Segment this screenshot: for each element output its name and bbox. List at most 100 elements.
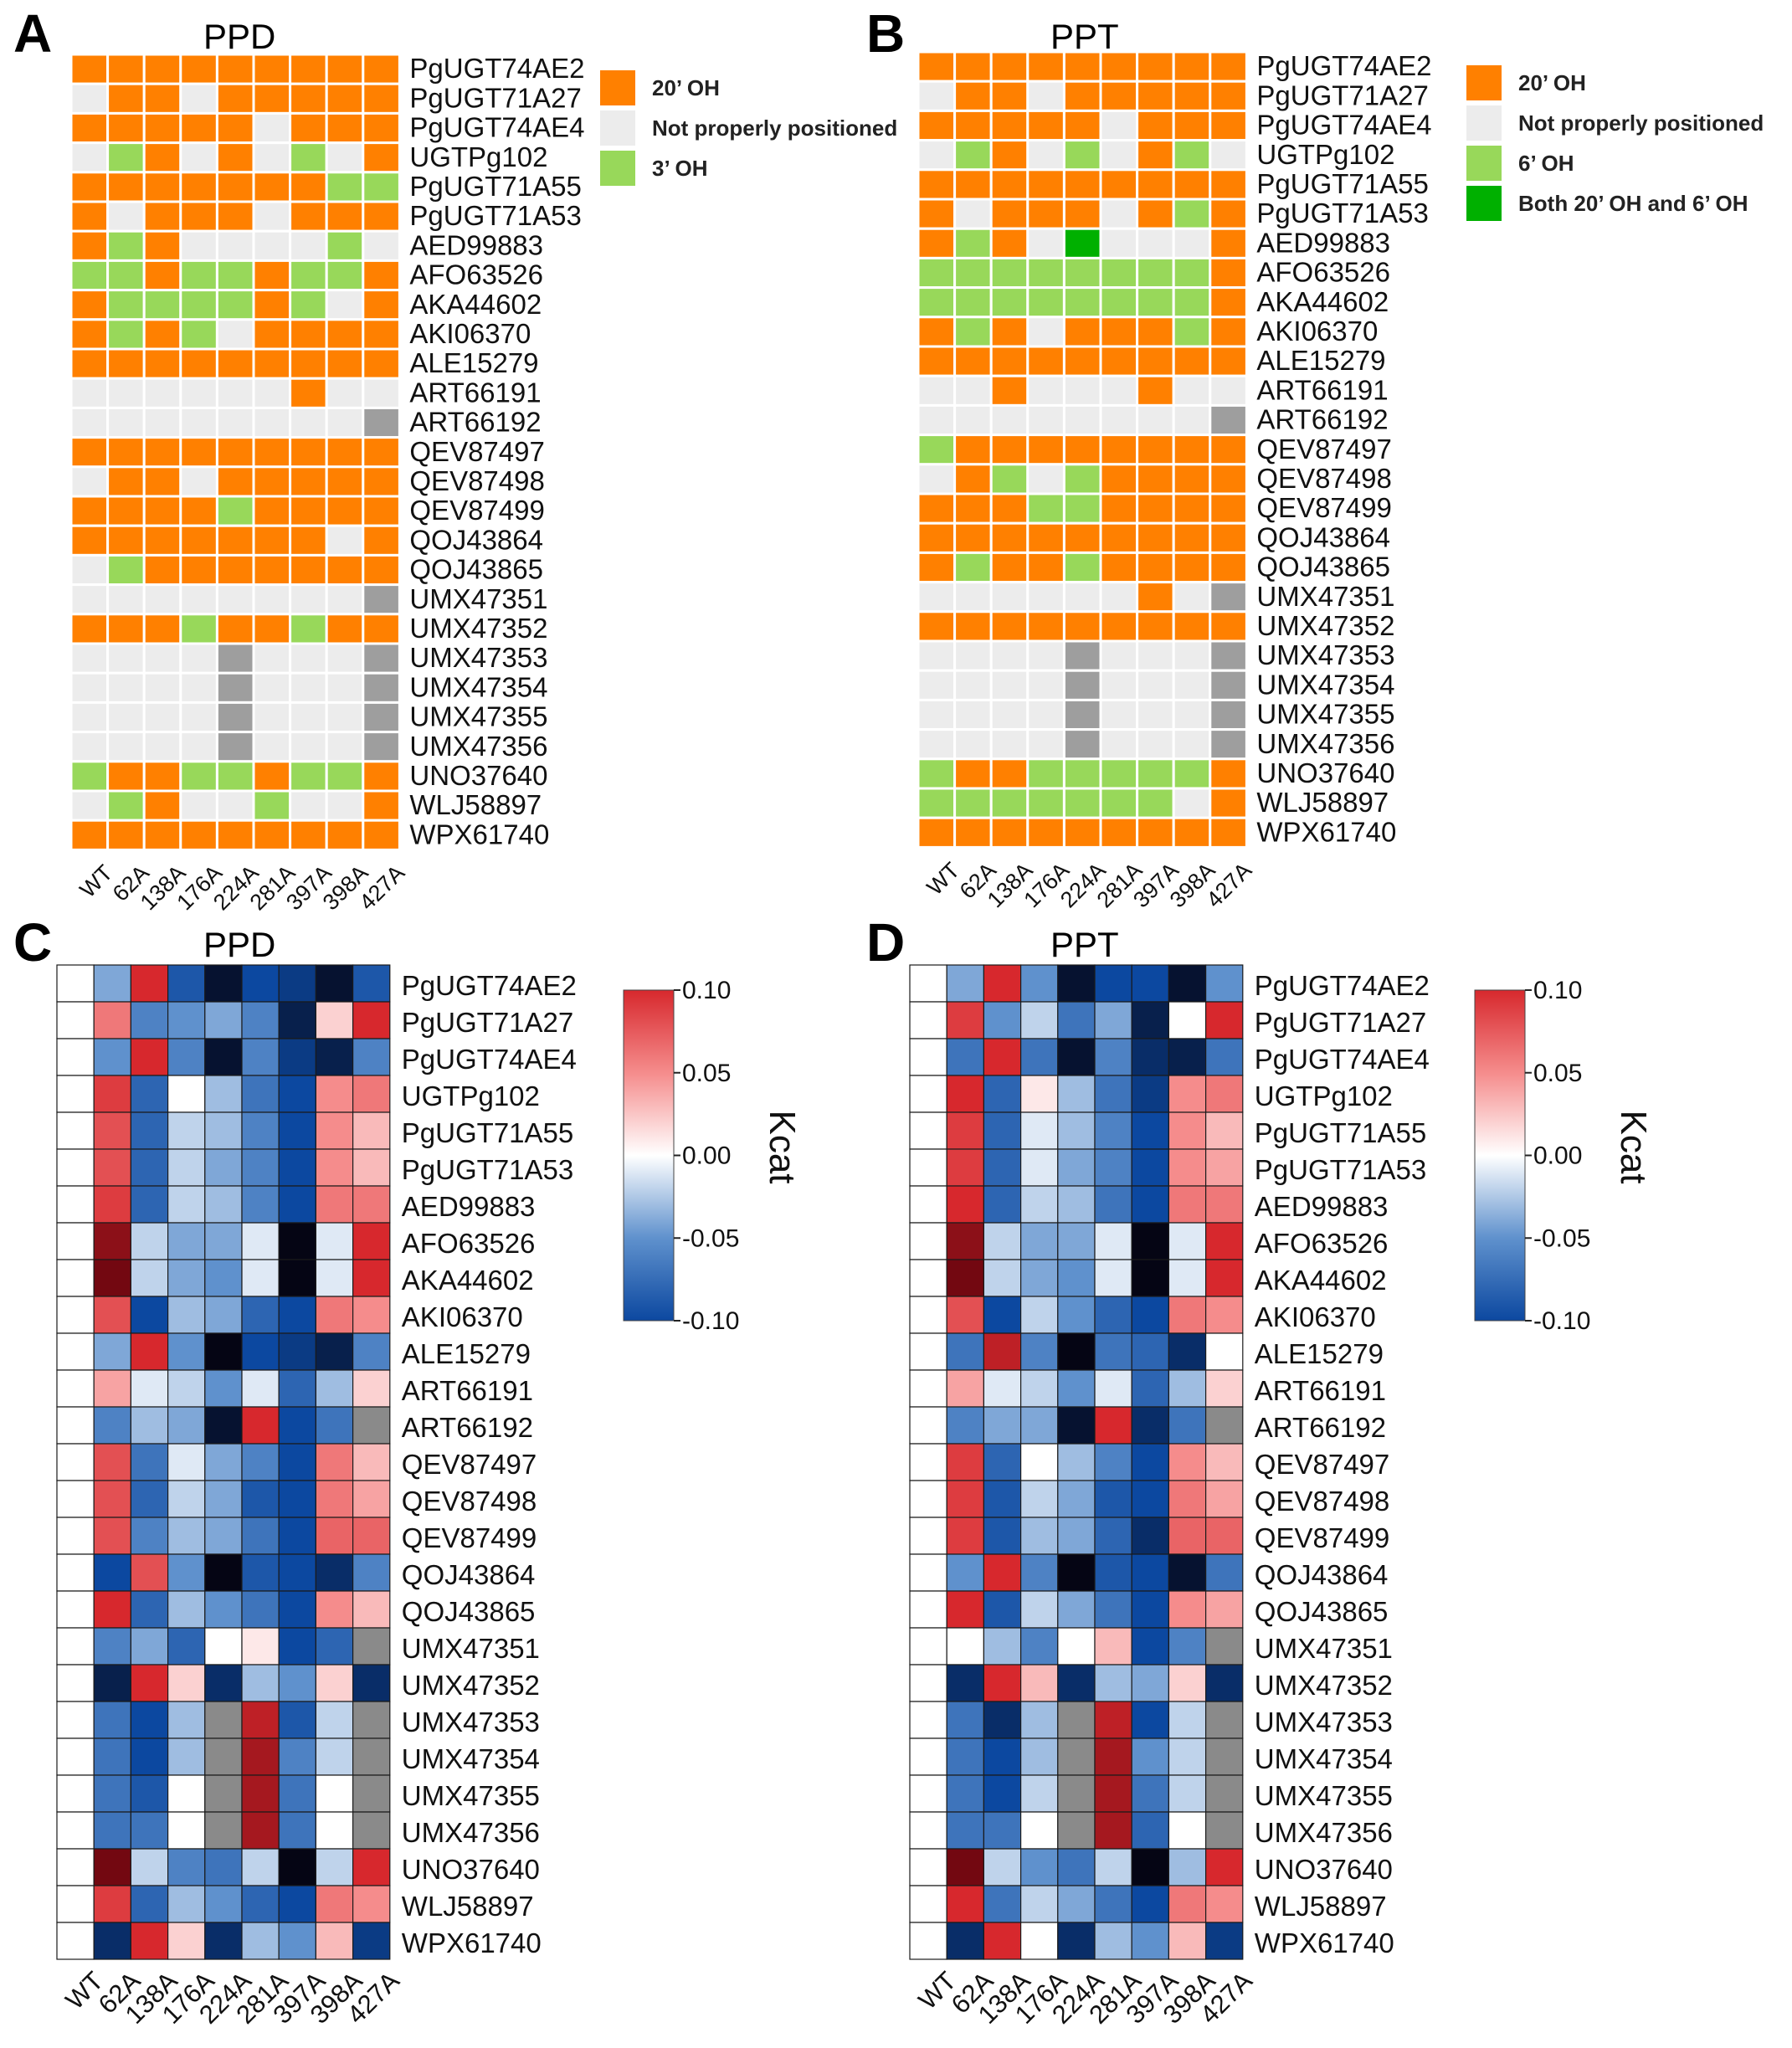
heatmap-cell — [1057, 964, 1096, 1003]
heatmap-cell — [909, 1848, 947, 1886]
colorbar — [623, 989, 675, 1322]
heatmap-cell — [1172, 403, 1212, 437]
heatmap-cell — [1131, 1222, 1169, 1260]
heatmap-cell — [1094, 1480, 1132, 1518]
heatmap-cell — [1204, 1001, 1244, 1039]
heatmap-cell — [204, 1406, 243, 1445]
heatmap-cell — [989, 139, 1030, 172]
heatmap-cell — [106, 111, 146, 145]
heatmap-cell — [1209, 639, 1248, 672]
heatmap-cell — [1062, 227, 1102, 259]
heatmap-cell — [1062, 286, 1102, 319]
heatmap-cell — [953, 227, 993, 259]
heatmap-cell — [1172, 109, 1212, 142]
heatmap-cell — [56, 1332, 95, 1371]
heatmap-cell — [1094, 1222, 1132, 1260]
heatmap-cell — [1099, 168, 1139, 201]
heatmap-cell — [315, 1737, 354, 1776]
heatmap-cell — [215, 347, 255, 380]
heatmap-cell — [946, 1922, 984, 1960]
heatmap-cell — [142, 789, 182, 822]
heatmap-cell — [179, 583, 218, 616]
heatmap-cell — [1057, 1443, 1096, 1481]
heatmap-cell — [1094, 1627, 1132, 1666]
heatmap-cell — [1172, 139, 1212, 172]
row-label: AKA44602 — [402, 1265, 534, 1296]
heatmap-cell — [989, 787, 1030, 819]
heatmap-cell — [289, 289, 328, 321]
heatmap-cell — [1026, 521, 1065, 554]
heatmap-cell — [179, 406, 218, 439]
heatmap-cell — [1019, 1627, 1059, 1666]
heatmap-cell — [167, 1811, 206, 1850]
heatmap-cell — [1057, 1811, 1096, 1850]
heatmap-cell — [289, 229, 328, 262]
heatmap-cell — [1209, 787, 1248, 819]
heatmap-cell — [93, 1701, 131, 1739]
heatmap-cell — [989, 816, 1030, 849]
row-label: ART66192 — [1255, 1412, 1386, 1443]
panel-d-title: PPT — [1050, 925, 1119, 964]
row-label: ART66191 — [1255, 1375, 1386, 1406]
heatmap-cell — [362, 259, 401, 292]
heatmap-cell — [917, 698, 957, 731]
heatmap-cell — [215, 465, 255, 498]
row-label: UMX47352 — [402, 1670, 540, 1701]
heatmap-cell — [1136, 434, 1175, 466]
heatmap-cell — [241, 1553, 280, 1592]
heatmap-cell — [1136, 728, 1175, 761]
heatmap-cell — [1136, 316, 1175, 348]
heatmap-cell — [1209, 434, 1248, 466]
heatmap-cell — [352, 1480, 391, 1518]
row-label: AFO63526 — [402, 1228, 536, 1259]
heatmap-cell — [56, 1038, 95, 1076]
row-label: UNO37640 — [1255, 1854, 1393, 1885]
heatmap-cell — [215, 318, 255, 351]
heatmap-cell — [983, 1480, 1022, 1518]
heatmap-cell — [1131, 1369, 1169, 1408]
heatmap-cell — [179, 789, 218, 822]
heatmap-cell — [1062, 50, 1102, 83]
heatmap-cell — [315, 1369, 354, 1408]
heatmap-cell — [352, 1848, 391, 1886]
heatmap-cell — [1209, 168, 1248, 201]
heatmap-cell — [1204, 1038, 1244, 1076]
heatmap-cell — [909, 1885, 947, 1923]
heatmap-cell — [56, 1885, 95, 1923]
heatmap-cell — [953, 198, 993, 230]
heatmap-cell — [1204, 964, 1244, 1003]
heatmap-cell — [352, 1443, 391, 1481]
heatmap-cell — [252, 436, 292, 469]
heatmap-cell — [106, 406, 146, 439]
heatmap-cell — [130, 1185, 169, 1224]
heatmap-cell — [1168, 1701, 1207, 1739]
heatmap-cell — [215, 789, 255, 822]
heatmap-cell — [1057, 1406, 1096, 1445]
heatmap-cell — [1172, 698, 1212, 731]
row-label: PgUGT74AE4 — [409, 112, 584, 143]
heatmap-cell — [362, 141, 401, 174]
heatmap-cell — [1062, 521, 1102, 554]
heatmap-cell — [946, 1885, 984, 1923]
heatmap-cell — [1168, 1443, 1207, 1481]
heatmap-cell — [983, 1517, 1022, 1555]
heatmap-cell — [289, 82, 328, 115]
heatmap-cell — [953, 403, 993, 437]
heatmap-cell — [1099, 639, 1139, 672]
heatmap-cell — [325, 318, 365, 351]
heatmap-cell — [325, 406, 365, 439]
heatmap-cell — [167, 1148, 206, 1187]
heatmap-cell — [1168, 1664, 1207, 1702]
row-label: UGTPg102 — [1255, 1080, 1393, 1111]
heatmap-cell — [167, 1885, 206, 1923]
row-label: UNO37640 — [402, 1854, 540, 1885]
heatmap-cell — [130, 1627, 169, 1666]
row-label: ART66192 — [1256, 404, 1388, 435]
heatmap-cell — [278, 1369, 317, 1408]
heatmap-cell — [1099, 256, 1139, 290]
heatmap-cell — [325, 701, 365, 734]
heatmap-cell — [56, 1259, 95, 1297]
heatmap-cell — [989, 492, 1030, 525]
row-label: QOJ43864 — [1255, 1559, 1389, 1590]
